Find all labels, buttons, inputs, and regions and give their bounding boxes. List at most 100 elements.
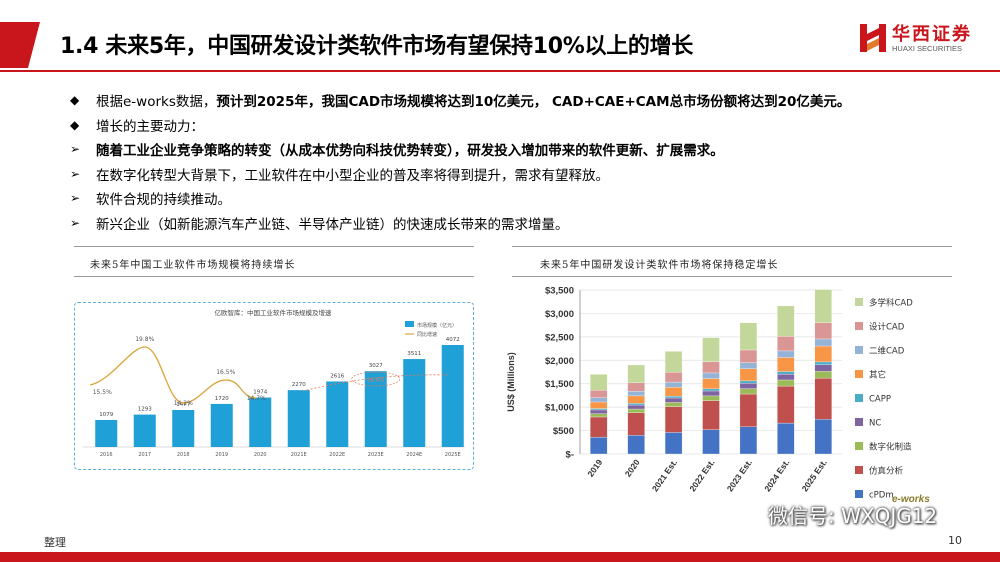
industrial-software-market-chart: 亿欧智库：中国工业软件市场规模及增速 市场规模（亿元） 同比增速 1079 2016 12… (74, 302, 474, 470)
chart2-bar-segment (739, 368, 758, 382)
chart2-bar-segment (814, 345, 832, 363)
chart1-x-tick: 2024E (406, 452, 422, 458)
footer-note: 整理 (44, 536, 66, 549)
chart2-bar-segment (627, 391, 645, 397)
bullet-text-bold: 预计到2025年，我国CAD市场规模将达到10亿美元， CAD+CAE+CAM总… (216, 94, 851, 111)
chart2-legend-label: 设计CAD (869, 322, 905, 333)
arrow-bullet-icon: ➢ (70, 142, 81, 157)
chart2-y-tick: $1,500 (545, 379, 574, 390)
rd-software-market-chart: US$ (Millions) $- $500 $1,000 $1,500 $2,000 $2… (500, 282, 970, 507)
eworks-logo: e-works (892, 494, 930, 505)
logo-chinese-name: 华西证券 (892, 24, 972, 45)
chart2-legend-swatch (855, 394, 863, 402)
chart1-forecast-label: 16.6% (367, 378, 384, 384)
chart1-bar-label: 2270 (292, 382, 306, 388)
chart2-x-tick: 2020 (623, 457, 642, 478)
chart2-bar-segment (627, 395, 645, 404)
wechat-icon (730, 502, 760, 526)
chart2-bar-segment (739, 388, 758, 395)
chart2-x-tick: 2022 Est. (687, 457, 716, 493)
chart2-bar-segment (814, 322, 832, 340)
chart1-x-tick: 2017 (138, 452, 151, 458)
chart1-x-tick: 2023E (368, 452, 384, 458)
chart2-legend-swatch (855, 418, 863, 426)
chart2-legend-swatch (855, 442, 863, 450)
chart2-bar-segment (739, 322, 758, 351)
chart2-x-tick: 2021 Est. (650, 457, 679, 493)
bullet-text: 软件合规的持续推动。 (96, 192, 231, 209)
chart2-x-tick: 2025 Est. (800, 457, 829, 493)
chart1-growth-label: 19.8% (135, 336, 154, 343)
chart2-bar-segment (702, 372, 720, 379)
left-panel-bottom-rule (74, 276, 474, 277)
chart2-bar-segment (590, 401, 608, 409)
chart2-bar-segment (664, 397, 683, 403)
chart2-bar-segment (814, 371, 832, 379)
chart2-y-axis-label: US$ (Millions) (506, 352, 516, 412)
chart1-growth-label: 15.5% (93, 389, 112, 396)
diamond-bullet-icon: ◆ (70, 117, 80, 132)
chart1-bar (249, 397, 272, 447)
chart2-legend-swatch (855, 298, 863, 306)
chart2-bar-segment (814, 338, 832, 347)
chart1-forecast-arrow (302, 374, 449, 392)
chart2-bar-segment (590, 436, 608, 455)
chart2-bar-segment (814, 289, 832, 323)
chart2-bar-segment (702, 388, 720, 392)
chart2-legend-label: cPDm (869, 491, 894, 501)
chart1-growth-label: 14.2% (174, 400, 193, 407)
chart1-bar (364, 371, 387, 447)
bullet-item: ➢ 新兴企业（如新能源汽车产业链、半导体产业链）的快速成长带来的需求增量。 (70, 211, 970, 236)
chart1-growth-line (90, 346, 257, 404)
chart2-bar-segment (664, 372, 683, 383)
chart1-bar-label: 2616 (330, 373, 344, 379)
arrow-bullet-icon: ➢ (70, 215, 81, 230)
chart1-legend-bar-label: 市场规模（亿元） (417, 322, 457, 329)
chart2-bar-segment (777, 379, 795, 387)
chart1-bar (172, 410, 195, 447)
chart2-bar-segment (702, 361, 720, 374)
chart2-bar-segment (590, 390, 608, 398)
chart2-bar-segment (590, 413, 608, 418)
chart1-bar-label: 1720 (215, 396, 229, 402)
chart2-bar-segment (739, 383, 758, 389)
chart2-bar-segment (664, 402, 683, 407)
footer-bar (0, 552, 1000, 562)
chart2-bar-segment (627, 408, 645, 413)
chart2-y-tick: $500 (553, 426, 574, 437)
bullet-item: ➢ 软件合规的持续推动。 (70, 186, 970, 211)
chart2-bar-segment (702, 400, 720, 430)
chart2-y-tick: $2,000 (545, 356, 574, 367)
chart1-legend-line-label: 同比增速 (417, 331, 437, 338)
chart2-bar-segment (627, 382, 645, 392)
chart2-legend-label: NC (869, 419, 881, 429)
chart2-bar-segment (590, 374, 608, 391)
chart2-bar-segment (739, 426, 758, 455)
chart2-svg: US$ (Millions) $- $500 $1,000 $1,500 $2,000 $2… (506, 286, 930, 506)
chart1-bar (403, 359, 426, 447)
chart2-bar-segment (702, 429, 720, 455)
chart2-bar-segment (664, 406, 683, 433)
chart2-bar-segment (814, 361, 832, 365)
chart1-bar-label: 4072 (446, 337, 460, 343)
chart1-x-tick: 2022E (329, 452, 345, 458)
wechat-watermark: 微信号: WXQJG12 (730, 500, 937, 529)
chart2-bar-segment (627, 404, 645, 410)
chart2-bar-segment (627, 403, 645, 406)
right-panel-title: 未来5年中国研发设计类软件市场将保持稳定增长 (540, 260, 779, 271)
chart2-bar-segment (777, 350, 795, 358)
chart2-bar-segment (814, 377, 832, 420)
chart2-legend-label: 二维CAD (869, 346, 905, 357)
chart2-bar-segment (739, 362, 758, 369)
right-panel-top-rule (512, 246, 952, 247)
bullet-text: 根据e-works数据， (96, 94, 217, 111)
chart2-y-tick: $3,500 (545, 286, 574, 297)
chart2-legend-swatch (855, 346, 863, 354)
chart1-bar-label: 3511 (407, 351, 421, 357)
chart2-bar-segment (702, 378, 720, 390)
chart2-legend-swatch (855, 490, 863, 498)
chart2-bar-segment (590, 408, 608, 411)
chart2-legend-swatch (855, 370, 863, 378)
bullet-text-bold: 随着工业企业竞争策略的转变（从成本优势向科技优势转变），研发投入增加带来的软件更… (96, 143, 724, 160)
